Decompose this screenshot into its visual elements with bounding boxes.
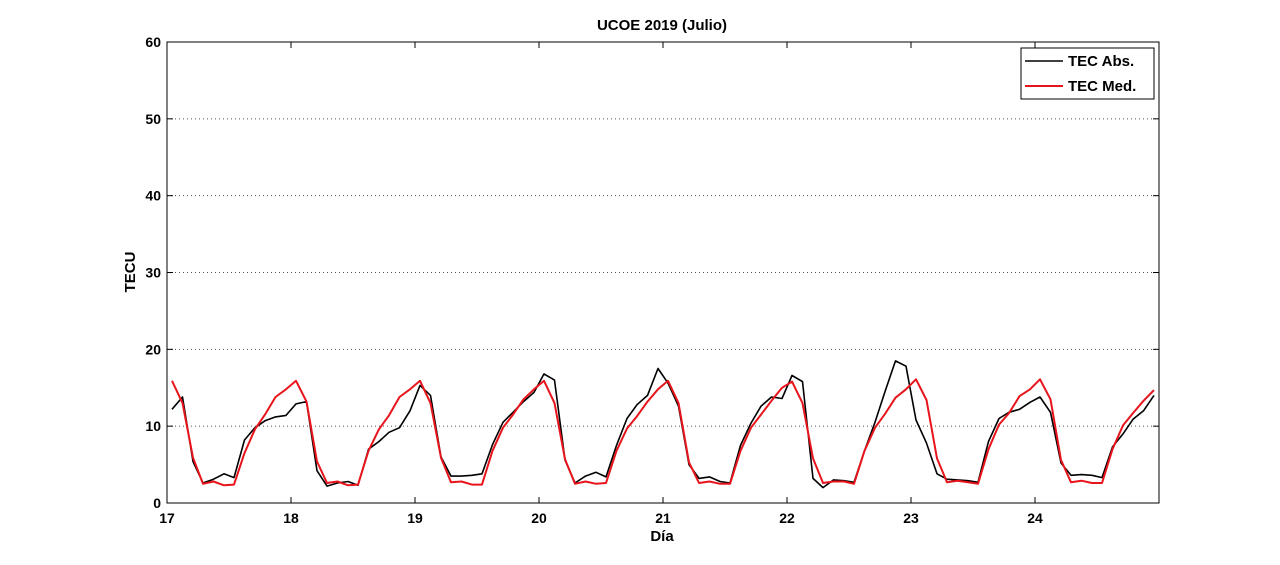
legend-label: TEC Abs. bbox=[1068, 53, 1134, 70]
x-tick-label: 21 bbox=[655, 510, 671, 526]
y-tick-label: 30 bbox=[145, 265, 161, 281]
x-tick-label: 17 bbox=[159, 510, 175, 526]
series-layer bbox=[171, 360, 1155, 489]
x-axis-title: Día bbox=[650, 528, 674, 545]
series-line-tec-med bbox=[171, 378, 1155, 487]
x-tick-label: 22 bbox=[779, 510, 795, 526]
legend: TEC Abs. TEC Med. bbox=[1020, 47, 1155, 100]
y-tick-label: 40 bbox=[145, 188, 161, 204]
x-tick-label: 20 bbox=[531, 510, 547, 526]
axis-ticks: 0 10 20 30 40 50 60 17 18 19 20 21 22 23 24 bbox=[145, 34, 1159, 526]
x-tick-label: 24 bbox=[1027, 510, 1043, 526]
legend-label: TEC Med. bbox=[1068, 78, 1136, 95]
legend-box bbox=[1020, 47, 1155, 100]
series-line-tec-abs bbox=[171, 360, 1155, 489]
chart-title: UCOE 2019 (Julio) bbox=[597, 17, 727, 34]
x-tick-label: 18 bbox=[283, 510, 299, 526]
y-axis-title: TECU bbox=[122, 252, 139, 293]
x-tick-label: 19 bbox=[407, 510, 423, 526]
y-tick-label: 10 bbox=[145, 418, 161, 434]
y-tick-label: 60 bbox=[145, 34, 161, 50]
gridlines bbox=[167, 118, 1159, 427]
y-tick-label: 20 bbox=[145, 341, 161, 357]
y-tick-label: 50 bbox=[145, 111, 161, 127]
y-tick-label: 0 bbox=[153, 495, 161, 511]
x-tick-label: 23 bbox=[903, 510, 919, 526]
